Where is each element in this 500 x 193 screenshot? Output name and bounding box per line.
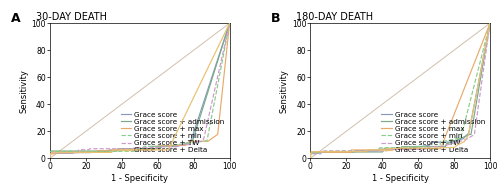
Legend: Grace score, Grace score + admission, Grace score + max, Grace score + min, Grac: Grace score, Grace score + admission, Gr… xyxy=(119,110,226,155)
Y-axis label: Sensitivity: Sensitivity xyxy=(20,69,28,113)
Text: B: B xyxy=(271,12,280,25)
Legend: Grace score, Grace score + admission, Grace score + max, Grace score + min, Grac: Grace score, Grace score + admission, Gr… xyxy=(380,110,486,155)
Text: A: A xyxy=(10,12,20,25)
Text: 180-DAY DEATH: 180-DAY DEATH xyxy=(296,12,373,22)
X-axis label: 1 - Specificity: 1 - Specificity xyxy=(112,174,168,183)
Y-axis label: Sensitivity: Sensitivity xyxy=(280,69,289,113)
Text: 30-DAY DEATH: 30-DAY DEATH xyxy=(36,12,107,22)
X-axis label: 1 - Specificity: 1 - Specificity xyxy=(372,174,428,183)
